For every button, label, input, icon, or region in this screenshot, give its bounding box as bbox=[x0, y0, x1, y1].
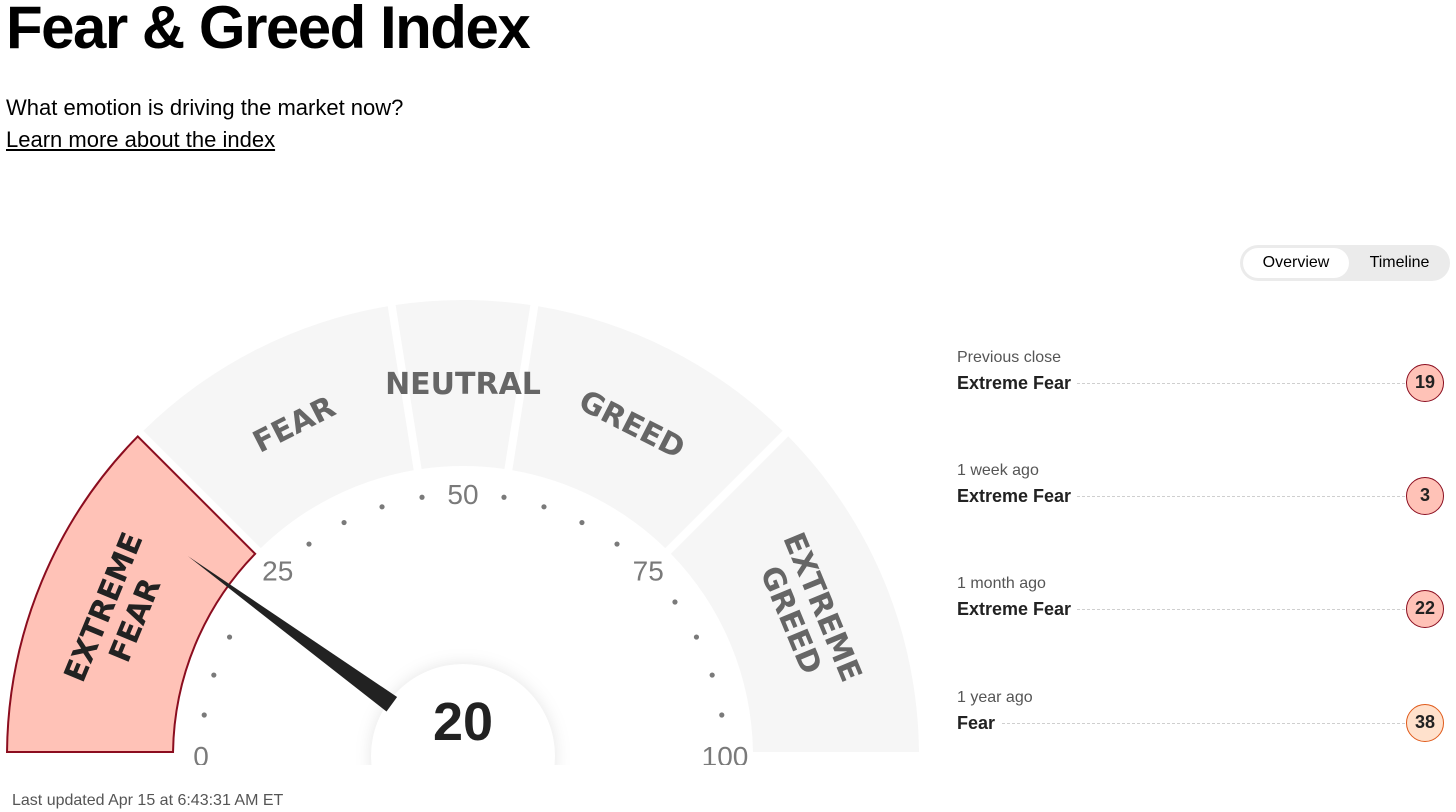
segment-neutral-label: NEUTRAL bbox=[385, 367, 541, 402]
history-period: 1 year ago bbox=[957, 689, 1033, 706]
segment-greed bbox=[512, 306, 783, 549]
tick-dot bbox=[226, 634, 233, 640]
tick-dot bbox=[709, 672, 715, 678]
gauge-hub bbox=[371, 664, 555, 765]
gauge-tick-dots bbox=[201, 494, 725, 718]
tick-dot bbox=[306, 541, 312, 547]
scale-label-75: 75 bbox=[633, 556, 664, 587]
history-rating: Extreme Fear bbox=[957, 486, 1078, 506]
learn-more-link[interactable]: Learn more about the index bbox=[6, 127, 276, 152]
history-1-month-ago: 1 month ago Extreme Fear 22 bbox=[957, 575, 1449, 641]
segment-extreme-fear bbox=[6, 434, 257, 753]
gauge-scale-labels: 0 25 50 75 100 bbox=[193, 479, 748, 765]
overview-tab[interactable]: Overview bbox=[1243, 248, 1349, 278]
tick-dot bbox=[379, 504, 385, 510]
tick-dot bbox=[419, 494, 425, 500]
history-rating: Extreme Fear bbox=[957, 599, 1078, 619]
segment-neutral bbox=[395, 299, 531, 469]
history-rating: Extreme Fear bbox=[957, 373, 1078, 393]
history-value-badge: 3 bbox=[1406, 477, 1444, 515]
tick-dot bbox=[719, 712, 725, 718]
last-updated: Last updated Apr 15 at 6:43:31 AM ET bbox=[12, 792, 284, 809]
tick-dot bbox=[672, 599, 678, 605]
history-1-year-ago: 1 year ago Fear 38 bbox=[957, 689, 1449, 755]
segment-fear bbox=[143, 306, 414, 549]
gauge-needle bbox=[187, 556, 398, 712]
history-1-week-ago: 1 week ago Extreme Fear 3 bbox=[957, 462, 1449, 528]
history-period: 1 month ago bbox=[957, 575, 1046, 592]
gauge-segments bbox=[6, 299, 919, 753]
tick-dot bbox=[501, 494, 507, 500]
dashed-leader bbox=[957, 609, 1405, 610]
scale-label-0: 0 bbox=[193, 741, 209, 765]
scale-label-50: 50 bbox=[447, 479, 478, 510]
tick-dot bbox=[579, 519, 585, 526]
view-toggle: Overview Timeline bbox=[1240, 245, 1450, 281]
tick-dot bbox=[693, 634, 700, 640]
history-rating: Fear bbox=[957, 713, 1002, 733]
history-value-badge: 38 bbox=[1406, 704, 1444, 742]
history-value-badge: 22 bbox=[1406, 590, 1444, 628]
dashed-leader bbox=[957, 723, 1405, 724]
page-subtitle: What emotion is driving the market now? bbox=[6, 95, 404, 120]
history-previous-close: Previous close Extreme Fear 19 bbox=[957, 349, 1449, 415]
tick-dot bbox=[614, 541, 620, 547]
history-period: 1 week ago bbox=[957, 462, 1039, 479]
gauge-value: 20 bbox=[433, 692, 493, 752]
scale-label-100: 100 bbox=[702, 741, 749, 765]
tick-dot bbox=[541, 504, 547, 510]
history-value-badge: 19 bbox=[1406, 364, 1444, 402]
page-title: Fear & Greed Index bbox=[6, 0, 531, 61]
history-period: Previous close bbox=[957, 349, 1062, 366]
segment-extreme-greed bbox=[670, 436, 919, 753]
scale-label-25: 25 bbox=[262, 556, 293, 587]
tick-dot bbox=[341, 519, 347, 526]
dashed-leader bbox=[957, 496, 1405, 497]
dashed-leader bbox=[957, 383, 1405, 384]
tick-dot bbox=[201, 712, 207, 718]
timeline-tab[interactable]: Timeline bbox=[1369, 254, 1430, 271]
tick-dot bbox=[211, 672, 217, 678]
